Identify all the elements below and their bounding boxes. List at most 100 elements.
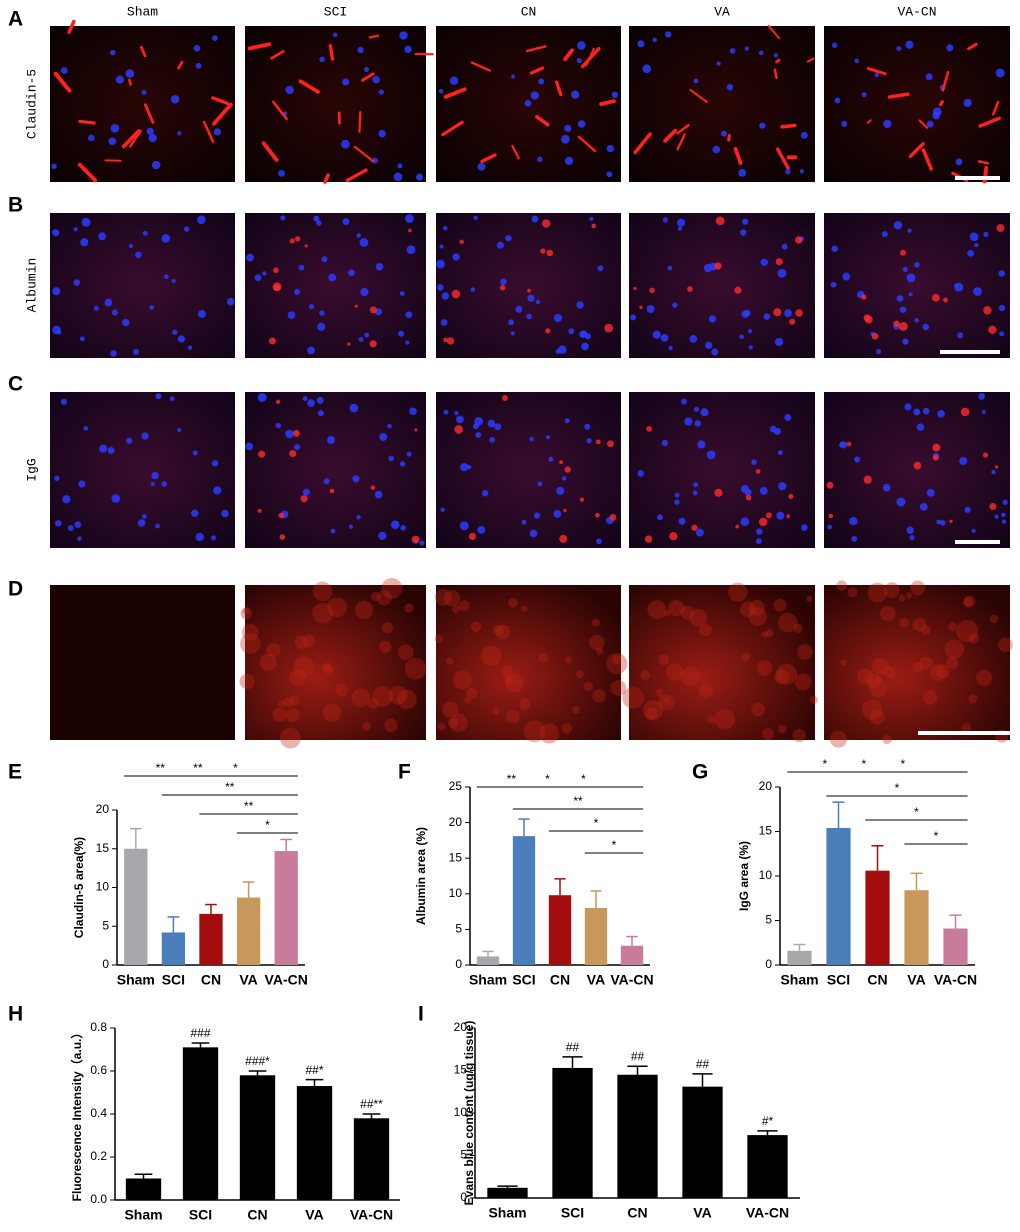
signal	[583, 681, 593, 692]
signal	[836, 580, 847, 591]
vessel	[676, 123, 690, 135]
nucleus	[954, 283, 959, 288]
signal	[381, 577, 403, 599]
nucleus	[192, 450, 198, 456]
signal	[470, 621, 482, 633]
signal	[370, 485, 376, 490]
signal	[289, 238, 295, 244]
nucleus	[51, 163, 57, 169]
nucleus	[111, 494, 120, 503]
signal	[289, 450, 297, 458]
signal	[266, 643, 281, 658]
vessel	[441, 120, 464, 137]
nucleus	[637, 470, 645, 477]
nucleus	[896, 46, 902, 51]
nucleus	[839, 442, 844, 448]
nucleus	[744, 488, 752, 496]
nucleus	[553, 313, 562, 323]
nucleus	[197, 215, 206, 225]
bar	[787, 950, 812, 965]
signal	[559, 460, 564, 465]
nucleus	[553, 510, 562, 518]
nucleus	[475, 432, 482, 438]
signal	[956, 620, 979, 643]
signal	[751, 702, 765, 717]
signal	[773, 308, 782, 317]
signal	[900, 249, 907, 256]
nucleus	[405, 214, 414, 223]
nucleus	[246, 253, 254, 262]
micrograph	[629, 392, 815, 548]
signal	[788, 493, 794, 500]
signal	[644, 535, 653, 543]
nucleus	[902, 338, 909, 345]
nucleus	[914, 261, 920, 268]
nucleus	[874, 72, 880, 78]
micrograph	[824, 585, 1010, 740]
nucleus	[374, 490, 383, 499]
micrograph	[824, 26, 1010, 182]
signal	[893, 320, 900, 327]
nucleus	[834, 97, 841, 104]
nucleus	[905, 40, 914, 49]
nucleus	[135, 251, 142, 259]
signal	[715, 216, 725, 226]
signal	[454, 425, 464, 434]
signal	[502, 395, 508, 402]
signal	[929, 664, 947, 681]
bar	[239, 1075, 276, 1200]
signal	[921, 625, 931, 635]
row-label: IgG	[24, 458, 39, 481]
nucleus	[708, 315, 717, 323]
signal	[655, 688, 664, 697]
signal	[545, 328, 551, 334]
nucleus	[716, 61, 721, 66]
vessel	[773, 68, 778, 80]
signal	[946, 656, 959, 670]
nucleus	[440, 507, 445, 513]
nucleus	[298, 264, 305, 271]
nucleus	[515, 305, 523, 313]
nucleus	[630, 314, 637, 321]
signal	[579, 497, 585, 502]
signal	[539, 723, 560, 744]
nucleus	[398, 330, 405, 337]
nucleus	[896, 295, 904, 302]
nucleus	[110, 350, 117, 357]
nucleus	[388, 455, 394, 462]
y-tick-label: 0	[455, 957, 462, 971]
nucleus	[899, 306, 907, 313]
nucleus	[700, 408, 709, 417]
nucleus	[93, 305, 99, 311]
nucleus	[349, 403, 359, 413]
signal	[458, 600, 470, 611]
nucleus	[151, 160, 161, 170]
nucleus	[319, 310, 325, 316]
significance-label: ##*	[305, 1063, 323, 1077]
vessel	[261, 141, 279, 162]
signal	[492, 707, 500, 716]
nucleus	[957, 332, 964, 339]
signal	[761, 631, 769, 638]
column-header: VA-CN	[897, 4, 936, 19]
nucleus	[751, 459, 757, 465]
signal	[538, 652, 549, 663]
nucleus	[530, 91, 540, 100]
nucleus	[695, 528, 704, 537]
vessel	[53, 71, 72, 93]
significance-label: *	[581, 772, 586, 786]
signal	[612, 654, 622, 665]
nucleus	[122, 318, 130, 327]
signal	[565, 656, 572, 664]
signal	[642, 700, 664, 721]
y-tick-label: 0	[460, 1190, 467, 1204]
signal	[480, 645, 502, 667]
nucleus	[776, 511, 785, 520]
vessel	[727, 134, 731, 142]
signal	[866, 673, 881, 688]
nucleus	[991, 469, 996, 475]
signal	[794, 236, 803, 244]
nucleus	[155, 523, 160, 529]
nucleus	[974, 243, 979, 248]
nucleus	[406, 451, 412, 457]
